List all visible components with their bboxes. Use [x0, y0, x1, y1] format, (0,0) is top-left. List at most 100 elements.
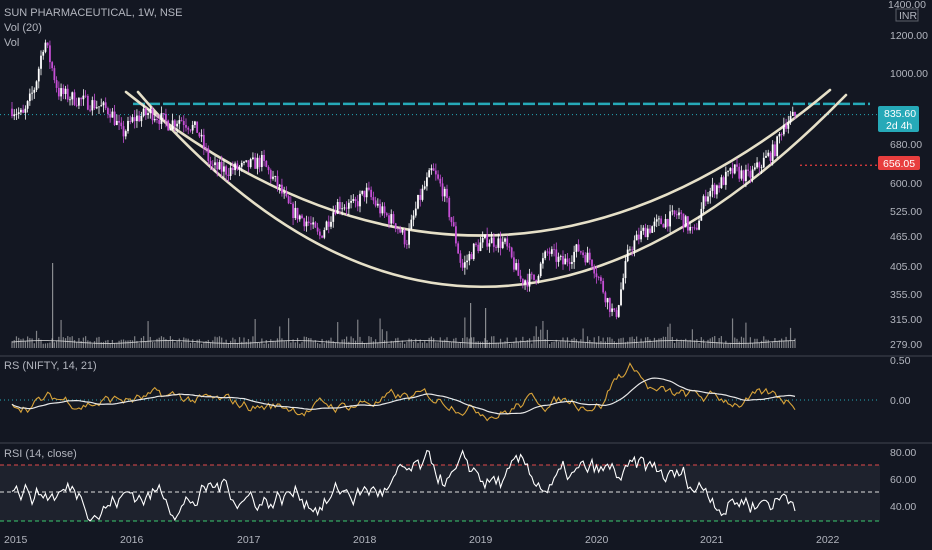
volume-bar — [172, 339, 174, 348]
candle-body — [66, 88, 69, 100]
volume-bar — [615, 342, 618, 348]
volume-bar — [540, 329, 542, 348]
last-price-tag[interactable] — [878, 106, 919, 132]
volume-legend[interactable]: Vol (20) — [4, 22, 42, 34]
price-pane[interactable] — [0, 39, 880, 348]
candle-body — [307, 221, 310, 224]
candle-body — [724, 171, 727, 185]
volume-bar — [658, 338, 660, 348]
volume-bar — [156, 338, 158, 348]
candle-body — [57, 87, 60, 97]
vol-label[interactable]: Vol — [4, 37, 19, 49]
time-axis[interactable]: 2015 2016 2017 2018 2019 2020 2021 2022 — [4, 534, 840, 546]
candle-body — [740, 170, 743, 179]
cup-lower-arc[interactable] — [136, 90, 848, 288]
volume-bar — [725, 340, 727, 348]
rsi-line — [11, 449, 796, 522]
candle-body — [399, 229, 402, 233]
volume-bar — [584, 342, 586, 348]
candle-body — [537, 275, 540, 281]
candle-body — [303, 218, 306, 227]
price-tick: 315.00 — [890, 314, 922, 326]
cup-upper-arc[interactable] — [124, 88, 832, 237]
candle-body — [535, 279, 538, 281]
candle-body — [86, 95, 89, 110]
candle-body — [475, 243, 477, 245]
level-price-tag[interactable] — [878, 156, 920, 170]
volume-bar — [464, 317, 466, 348]
candle-body — [497, 238, 500, 248]
candle-body — [546, 251, 549, 253]
candle-body — [365, 187, 368, 198]
price-axis[interactable]: 1400.00 INR 1200.00 1000.00 680.00 600.0… — [878, 0, 928, 351]
candle-body — [606, 298, 609, 303]
rs-legend[interactable]: RS (NIFTY, 14, 21) — [4, 360, 97, 372]
volume-bar — [272, 340, 274, 348]
volume-bar — [546, 329, 548, 348]
candle-body — [147, 113, 149, 116]
candle-body — [220, 162, 223, 172]
candle-body — [247, 160, 250, 168]
candle-body — [93, 100, 96, 109]
volume-bar — [562, 337, 564, 348]
volume-bar — [169, 336, 171, 348]
volume-bar — [368, 336, 370, 348]
volume-bar — [542, 320, 544, 348]
volume-bar — [174, 342, 176, 348]
candle-body — [655, 219, 658, 222]
candle-body — [91, 100, 94, 111]
volume-bar — [370, 337, 372, 348]
volume-bar — [401, 340, 403, 348]
candle-body — [550, 249, 553, 254]
volume-bar — [125, 340, 127, 348]
volume-bar — [557, 341, 560, 348]
volume-bar — [776, 341, 778, 348]
volume-bar — [256, 342, 258, 348]
rsi-legend[interactable]: RSI (14, close) — [4, 448, 77, 460]
candle-body — [562, 255, 564, 265]
rs-axis[interactable]: 0.50 0.00 — [890, 355, 911, 407]
currency-badge[interactable] — [895, 8, 919, 22]
candle-body — [207, 148, 210, 161]
candle-body — [713, 184, 716, 195]
currency-label: INR — [899, 10, 918, 22]
volume-bar — [395, 338, 397, 348]
candle-body — [151, 108, 154, 121]
candle-body — [617, 305, 620, 317]
symbol-legend[interactable]: SUN PHARMACEUTICAL, 1W, NSE — [4, 7, 182, 19]
candle-body — [720, 177, 723, 189]
candle-body — [171, 120, 174, 129]
volume-bar — [491, 336, 493, 348]
volume-bar — [446, 337, 448, 348]
rsi-axis[interactable]: 80.00 60.00 40.00 — [890, 447, 916, 513]
candle-body — [691, 226, 694, 228]
volume-bar — [296, 337, 299, 348]
candle-body — [200, 134, 203, 137]
candle-body — [461, 262, 464, 268]
candle-body — [216, 162, 219, 170]
candle-body — [345, 207, 348, 209]
volume-bar — [116, 342, 118, 348]
rsi-pane[interactable] — [0, 449, 880, 522]
candle-body — [381, 206, 384, 214]
volume-bar — [310, 338, 312, 348]
candle-body — [624, 261, 627, 279]
candle-body — [218, 162, 221, 170]
rs-pane[interactable] — [0, 362, 880, 422]
volume-bar — [551, 342, 553, 348]
candle-body — [466, 260, 468, 263]
volume-bar — [408, 338, 410, 348]
volume-bar — [354, 340, 357, 348]
volume-bar — [457, 343, 459, 348]
candle-body — [314, 222, 317, 228]
candle-body — [176, 123, 178, 127]
volume-bar — [366, 343, 368, 348]
candle-body — [104, 102, 107, 109]
candle-body — [515, 263, 518, 270]
candle-body — [785, 124, 787, 129]
volume-bar — [473, 337, 475, 348]
candle-body — [347, 202, 350, 209]
price-tick: 525.00 — [890, 206, 922, 218]
candle-body — [736, 164, 738, 167]
